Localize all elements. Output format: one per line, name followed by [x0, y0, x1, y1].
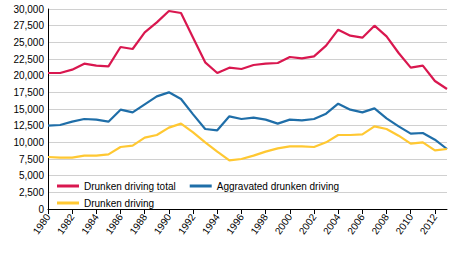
- svg-text:1984: 1984: [79, 211, 101, 236]
- svg-text:0: 0: [38, 203, 44, 215]
- svg-text:12,500: 12,500: [13, 120, 44, 131]
- svg-text:10,000: 10,000: [13, 137, 44, 148]
- svg-text:1992: 1992: [176, 211, 198, 236]
- svg-text:Aggravated drunken driving: Aggravated drunken driving: [217, 181, 339, 192]
- svg-text:7,500: 7,500: [19, 154, 44, 165]
- svg-text:1996: 1996: [224, 211, 246, 236]
- svg-text:27,500: 27,500: [13, 20, 44, 31]
- svg-text:2,500: 2,500: [19, 187, 44, 198]
- svg-text:Drunken driving: Drunken driving: [84, 198, 154, 209]
- svg-text:15,000: 15,000: [13, 104, 44, 115]
- svg-text:2004: 2004: [321, 211, 343, 236]
- svg-text:25,000: 25,000: [13, 37, 44, 48]
- svg-text:1982: 1982: [55, 211, 77, 236]
- svg-text:1994: 1994: [200, 211, 222, 236]
- svg-text:2006: 2006: [345, 211, 367, 236]
- svg-text:2002: 2002: [297, 211, 319, 236]
- svg-text:1988: 1988: [127, 211, 149, 236]
- svg-text:22,500: 22,500: [13, 54, 44, 65]
- svg-text:20,000: 20,000: [13, 70, 44, 81]
- svg-text:17,500: 17,500: [13, 87, 44, 98]
- svg-text:2008: 2008: [369, 211, 391, 236]
- svg-text:2010: 2010: [393, 211, 415, 236]
- svg-text:30,000: 30,000: [13, 4, 44, 15]
- svg-text:2012: 2012: [418, 211, 440, 236]
- svg-text:1980: 1980: [31, 211, 53, 236]
- svg-text:1986: 1986: [103, 211, 125, 236]
- svg-text:1990: 1990: [152, 211, 174, 236]
- svg-text:5,000: 5,000: [19, 170, 44, 181]
- svg-text:1998: 1998: [248, 211, 270, 236]
- svg-text:Drunken driving total: Drunken driving total: [84, 181, 176, 192]
- svg-text:2000: 2000: [273, 211, 295, 236]
